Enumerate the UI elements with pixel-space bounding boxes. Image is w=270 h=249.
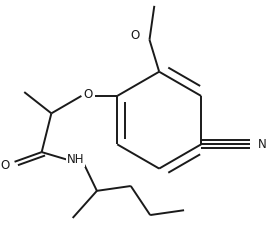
Text: O: O	[131, 29, 140, 42]
Text: O: O	[0, 159, 9, 172]
Text: N: N	[258, 138, 267, 151]
Text: O: O	[83, 88, 93, 101]
Text: NH: NH	[67, 153, 84, 166]
